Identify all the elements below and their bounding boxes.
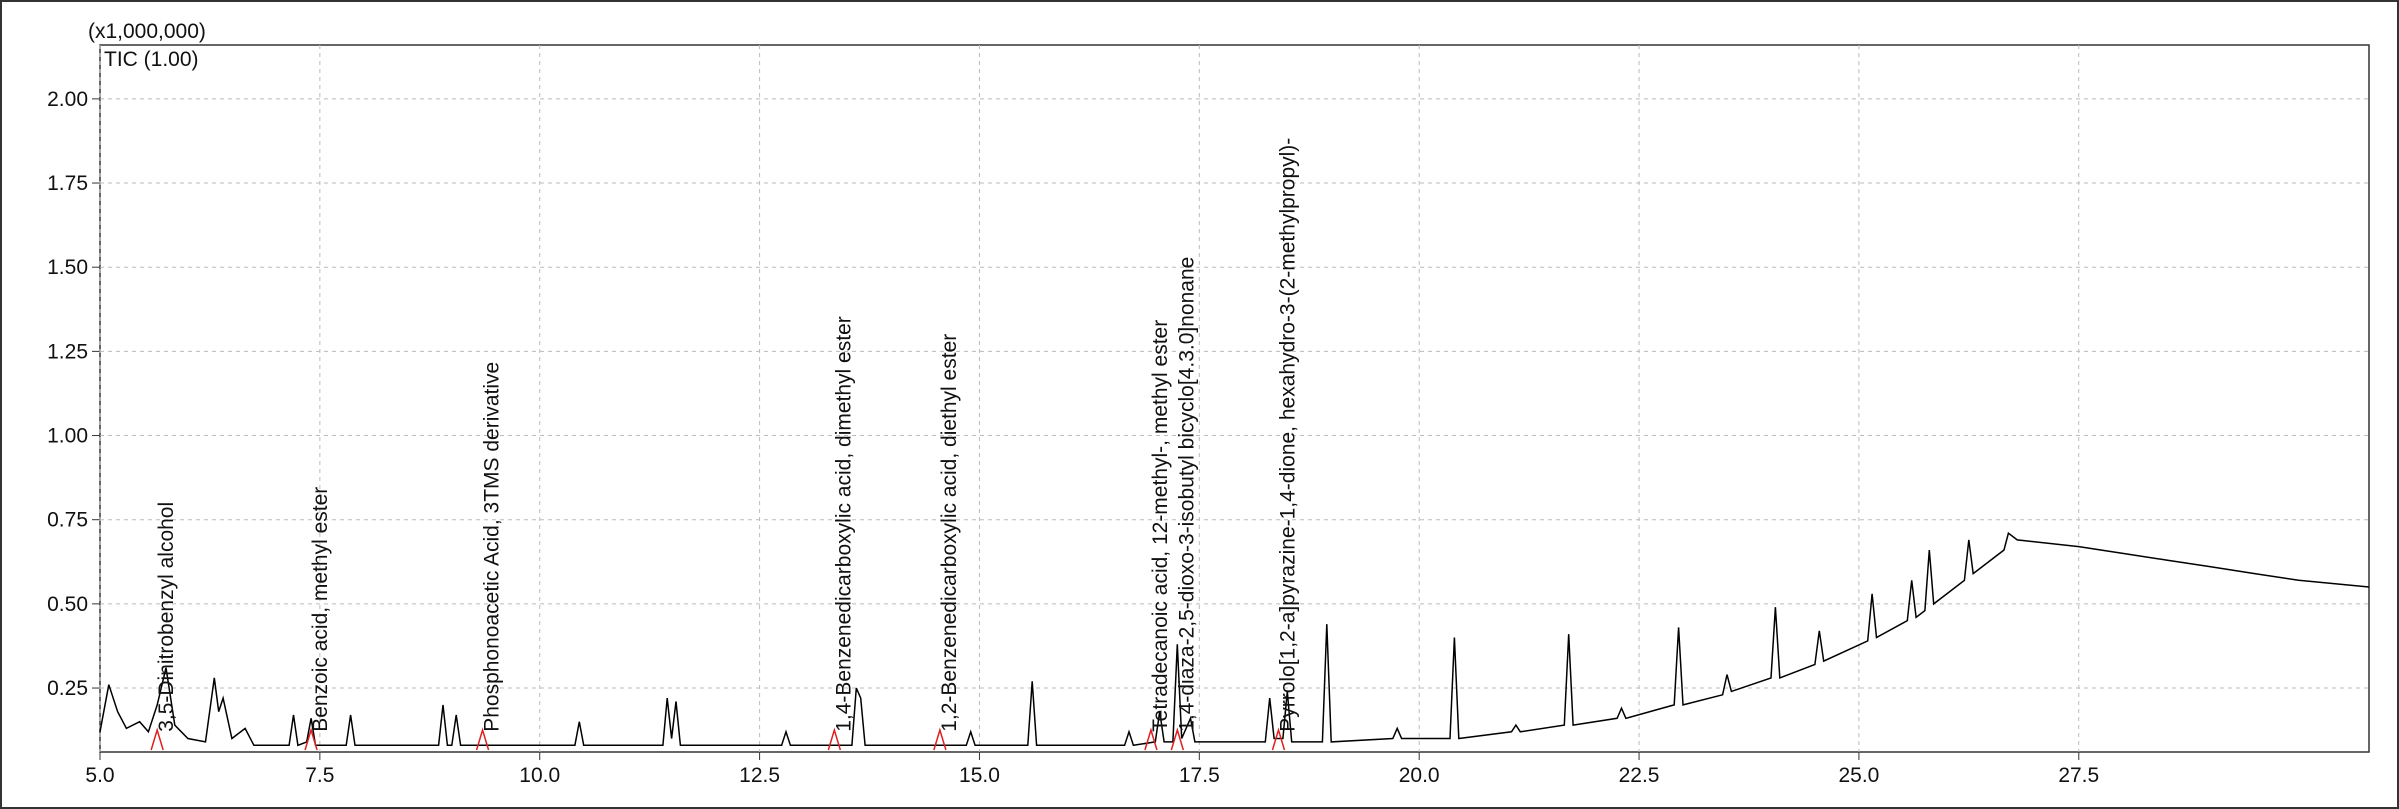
x-tick-label: 22.5 xyxy=(1619,764,1660,787)
peak-label: 1,2-Benzenedicarboxylic acid, diethyl es… xyxy=(938,334,961,732)
peak-label: 1,4-diaza-2,5-dioxo-3-isobutyl bicyclo[4… xyxy=(1175,257,1198,732)
peak-label: 1,4-Benzenedicarboxylic acid, dimethyl e… xyxy=(832,316,855,732)
trace-line xyxy=(99,531,2370,747)
y-tick-label: 0.75 xyxy=(47,509,88,532)
y-tick-label: 1.00 xyxy=(47,425,88,448)
peak-marker xyxy=(304,727,318,751)
trace-label: TIC (1.00) xyxy=(104,48,199,71)
y-tick-label: 0.50 xyxy=(47,593,88,616)
x-tick-label: 5.0 xyxy=(85,764,114,787)
y-unit: (x1,000,000) xyxy=(88,20,206,43)
x-tick-label: 12.5 xyxy=(739,764,780,787)
peak-label: Pyrrolo[1,2-a]pyrazine-1,4-dione, hexahy… xyxy=(1276,138,1299,732)
y-tick-label: 1.25 xyxy=(47,340,88,363)
y-tick-label: 1.50 xyxy=(47,256,88,279)
x-tick-label: 25.0 xyxy=(1838,764,1879,787)
x-tick-label: 27.5 xyxy=(2058,764,2099,787)
peak-marker xyxy=(1170,727,1185,751)
peak-marker xyxy=(1271,727,1286,751)
x-tick-label: 17.5 xyxy=(1179,764,1220,787)
peak-marker xyxy=(150,727,164,751)
peak-label: 3,5-Dinitrobenzyl alcohol xyxy=(155,502,178,732)
x-tick-label: 7.5 xyxy=(305,764,334,787)
peak-marker xyxy=(827,727,842,751)
x-tick-label: 20.0 xyxy=(1399,764,1440,787)
peak-marker xyxy=(933,727,947,751)
peak-label: Phosphonoacetic Acid, 3TMS derivative xyxy=(481,362,504,732)
y-tick-label: 0.25 xyxy=(47,677,88,700)
peak-marker xyxy=(475,727,490,751)
y-tick-label: 2.00 xyxy=(47,88,88,111)
x-tick-label: 10.0 xyxy=(519,764,560,787)
peak-marker xyxy=(1144,727,1158,751)
peak-label: Benzoic acid, methyl ester xyxy=(309,487,332,732)
y-tick-label: 1.75 xyxy=(47,172,88,195)
x-tick-label: 15.0 xyxy=(959,764,1000,787)
peak-label: Tetradecanoic acid, 12-methyl-, methyl e… xyxy=(1149,320,1172,732)
plot-frame xyxy=(99,44,2370,753)
